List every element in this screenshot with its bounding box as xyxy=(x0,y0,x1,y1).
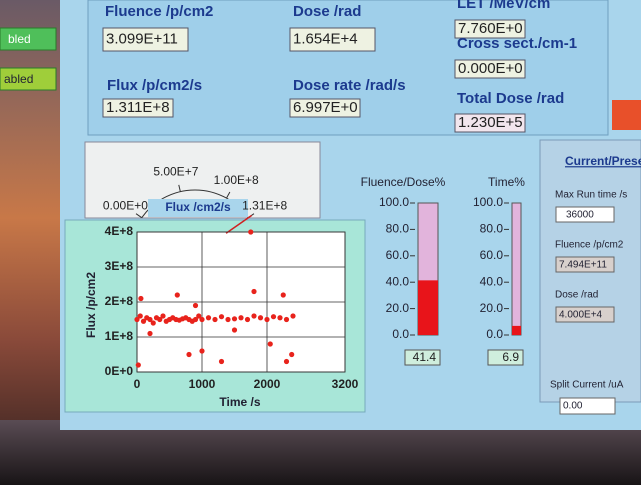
field-value: 6.997E+0 xyxy=(293,99,358,116)
data-point xyxy=(186,352,191,357)
field-label: Flux /p/cm2/s xyxy=(107,77,202,94)
data-point xyxy=(199,348,204,353)
preset-title: Current/Prese xyxy=(565,154,641,168)
preset-value: 7.494E+11 xyxy=(559,260,607,271)
field-label: Dose rate /rad/s xyxy=(293,77,406,94)
field-value: 0.000E+0 xyxy=(458,60,523,77)
data-point xyxy=(248,229,253,234)
data-point xyxy=(271,314,276,319)
preset-label: Max Run time /s xyxy=(555,190,627,201)
data-point xyxy=(219,314,224,319)
data-point xyxy=(138,296,143,301)
data-point xyxy=(251,289,256,294)
data-point xyxy=(175,292,180,297)
stop-button[interactable] xyxy=(612,100,641,130)
y-tick-label: 1E+8 xyxy=(105,329,134,343)
field-label: Cross sect./cm-1 xyxy=(457,35,577,52)
data-point xyxy=(212,317,217,322)
button-text: abled xyxy=(4,72,33,86)
data-point xyxy=(193,303,198,308)
data-point xyxy=(225,317,230,322)
field-value: 3.099E+11 xyxy=(106,30,178,47)
button-text: bled xyxy=(8,32,31,46)
bar-fill xyxy=(512,326,521,335)
data-point xyxy=(199,317,204,322)
field-label: Dose /rad xyxy=(293,3,361,20)
bar-tick-label: 20.0 xyxy=(480,301,504,315)
field-label: LET /MeV/cm xyxy=(457,0,550,12)
data-point xyxy=(284,359,289,364)
preset-label: Dose /rad xyxy=(555,290,598,301)
gauge-tick-label: 1.00E+8 xyxy=(214,173,259,187)
data-point xyxy=(238,315,243,320)
x-tick-label: 3200 xyxy=(332,377,359,391)
data-point xyxy=(284,317,289,322)
field-label: Fluence /p/cm2 xyxy=(105,3,213,20)
bar-tick-label: 40.0 xyxy=(480,274,504,288)
bar-tick-label: 0.0 xyxy=(392,327,409,341)
bar-tick-label: 100.0 xyxy=(473,195,503,209)
x-tick-label: 2000 xyxy=(254,377,281,391)
gauge-tick-label: 5.00E+7 xyxy=(153,164,198,178)
field-label: Total Dose /rad xyxy=(457,90,564,107)
bar-value: 41.4 xyxy=(413,350,437,364)
gauge-label: Flux /cm2/s xyxy=(165,200,231,214)
y-axis-title: Flux /p/cm2 xyxy=(84,272,98,338)
bar-track xyxy=(512,203,521,335)
bar-tick-label: 60.0 xyxy=(386,248,410,262)
x-tick-label: 1000 xyxy=(189,377,216,391)
bar-tick-label: 40.0 xyxy=(386,274,410,288)
y-tick-label: 0E+0 xyxy=(105,364,134,378)
data-point xyxy=(160,313,165,318)
data-point xyxy=(147,331,152,336)
data-point xyxy=(268,341,273,346)
data-point xyxy=(219,359,224,364)
preset-value: 36000 xyxy=(566,210,594,221)
screen: bled abled Flux /cm2/s Time /s Flux /p/c… xyxy=(0,0,641,485)
field-value: 1.311E+8 xyxy=(106,99,170,116)
bar-gauge-label: Fluence/Dose% xyxy=(361,175,446,189)
data-point xyxy=(277,315,282,320)
bar-tick-label: 80.0 xyxy=(386,222,410,236)
split-label: Split Current /uA xyxy=(550,380,624,391)
field-value: 1.230E+5 xyxy=(458,114,523,131)
bar-tick-label: 100.0 xyxy=(379,195,409,209)
preset-label: Fluence /p/cm2 xyxy=(555,240,624,251)
data-point xyxy=(232,316,237,321)
bar-value: 6.9 xyxy=(502,350,519,364)
y-tick-label: 3E+8 xyxy=(105,259,134,273)
x-tick-label: 0 xyxy=(134,377,141,391)
data-point xyxy=(251,313,256,318)
bar-tick-label: 0.0 xyxy=(486,327,503,341)
bar-gauge-label: Time% xyxy=(488,175,525,189)
data-point xyxy=(232,327,237,332)
gauge-tick-label: 1.31E+8 xyxy=(242,198,287,212)
y-tick-label: 4E+8 xyxy=(105,224,134,238)
data-point xyxy=(206,315,211,320)
data-point xyxy=(281,292,286,297)
data-point xyxy=(289,352,294,357)
data-point xyxy=(136,362,141,367)
data-point xyxy=(290,313,295,318)
data-point xyxy=(258,315,263,320)
field-value: 1.654E+4 xyxy=(293,30,358,47)
data-point xyxy=(264,317,269,322)
data-point xyxy=(138,313,143,318)
bar-tick-label: 60.0 xyxy=(480,248,504,262)
gauge-tick-label: 0.00E+0 xyxy=(103,198,148,212)
split-value: 0.00 xyxy=(563,401,583,412)
bar-tick-label: 80.0 xyxy=(480,222,504,236)
preset-value: 4.000E+4 xyxy=(559,310,603,321)
x-axis-title: Time /s xyxy=(219,395,260,409)
bar-fill xyxy=(418,280,438,335)
y-tick-label: 2E+8 xyxy=(105,294,134,308)
data-point xyxy=(245,317,250,322)
bar-tick-label: 20.0 xyxy=(386,301,410,315)
page: {"left_buttons":["bled","abled"], "field… xyxy=(0,0,641,485)
data-point xyxy=(151,320,156,325)
